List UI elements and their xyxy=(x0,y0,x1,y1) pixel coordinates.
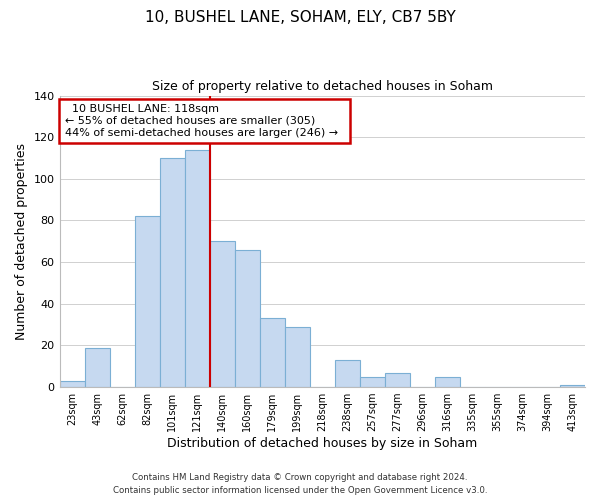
Bar xyxy=(59,381,85,387)
Bar xyxy=(335,360,360,387)
Y-axis label: Number of detached properties: Number of detached properties xyxy=(15,143,28,340)
Text: 10, BUSHEL LANE, SOHAM, ELY, CB7 5BY: 10, BUSHEL LANE, SOHAM, ELY, CB7 5BY xyxy=(145,10,455,25)
Bar xyxy=(435,376,460,387)
Bar xyxy=(260,318,285,387)
Bar xyxy=(134,216,160,387)
Text: 10 BUSHEL LANE: 118sqm
← 55% of detached houses are smaller (305)
44% of semi-de: 10 BUSHEL LANE: 118sqm ← 55% of detached… xyxy=(65,104,345,138)
Title: Size of property relative to detached houses in Soham: Size of property relative to detached ho… xyxy=(152,80,493,93)
Bar xyxy=(235,250,260,387)
Bar xyxy=(85,348,110,387)
Text: Contains HM Land Registry data © Crown copyright and database right 2024.
Contai: Contains HM Land Registry data © Crown c… xyxy=(113,474,487,495)
Bar xyxy=(160,158,185,387)
Bar xyxy=(560,385,585,387)
X-axis label: Distribution of detached houses by size in Soham: Distribution of detached houses by size … xyxy=(167,437,478,450)
Bar xyxy=(209,242,235,387)
Bar xyxy=(185,150,209,387)
Bar xyxy=(285,326,310,387)
Bar xyxy=(385,372,410,387)
Bar xyxy=(360,376,385,387)
